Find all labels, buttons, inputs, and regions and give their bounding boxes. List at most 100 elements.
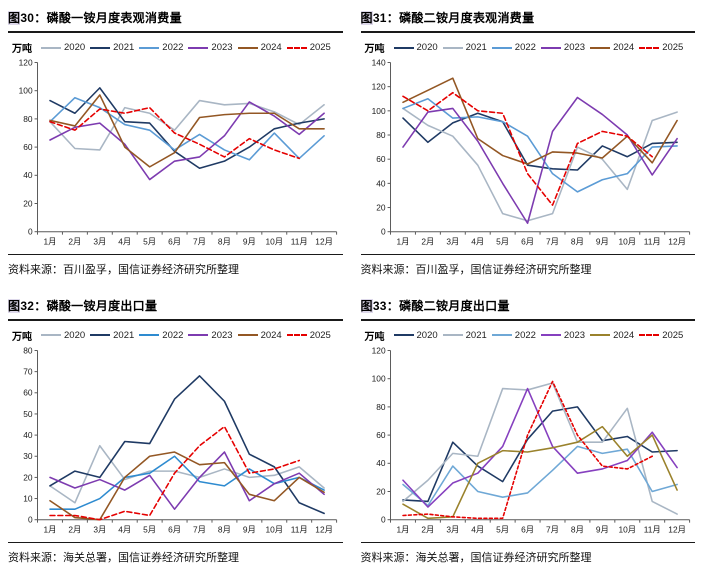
- legend-item-2025: 2025: [286, 42, 331, 53]
- legend-line-swatch: [188, 46, 209, 49]
- legend-line-swatch: [491, 334, 512, 336]
- legend-label: 2022: [514, 42, 536, 53]
- series-line-2024: [49, 94, 325, 168]
- fig-number: 30：: [20, 11, 47, 25]
- svg-text:30: 30: [23, 451, 33, 461]
- legend-label: 2021: [113, 42, 135, 53]
- legend-item-2022: 2022: [139, 42, 183, 53]
- svg-text:7月: 7月: [193, 236, 206, 246]
- svg-text:120: 120: [371, 82, 385, 92]
- legend-label: 2020: [64, 42, 86, 53]
- svg-text:9月: 9月: [243, 524, 256, 534]
- y-axis-unit-label: 万吨: [12, 331, 32, 343]
- legend-item-2021: 2021: [442, 42, 487, 53]
- chart-canvas: 0 20 40 60 80 100 120 1月 2月 3月 4月 5月 6月 7月 8月 9月 10月 11月 1…: [19, 57, 338, 246]
- legend-item-2022: 2022: [491, 329, 536, 341]
- chart-legend: 万吨 2020 2021 2022 2023 2024 2025: [365, 328, 696, 343]
- svg-text:9月: 9月: [595, 236, 608, 246]
- fig-number: 31：: [372, 11, 400, 25]
- legend-line-swatch: [188, 334, 209, 336]
- series-line-2021: [401, 107, 678, 222]
- y-axis-unit-label: 万吨: [364, 331, 385, 343]
- svg-text:60: 60: [376, 430, 386, 440]
- svg-text:50: 50: [23, 408, 33, 418]
- legend-item-2023: 2023: [540, 42, 585, 53]
- svg-text:8月: 8月: [218, 524, 231, 534]
- legend-line-swatch: [540, 334, 561, 336]
- legend-label: 2020: [416, 42, 438, 53]
- svg-text:2月: 2月: [421, 524, 434, 534]
- legend-label: 2021: [465, 329, 487, 341]
- series-line-2025: [49, 425, 300, 520]
- legend-label: 2020: [416, 329, 438, 341]
- chart-title: 图30：磷酸一铵月度表观消费量: [8, 6, 343, 33]
- panel-fig31: 图31：磷酸二铵月度表观消费量 万吨 2020 2021 2022 2023 2024 2…: [360, 6, 695, 280]
- legend-label: 2022: [514, 329, 536, 341]
- series-line-2021: [49, 87, 325, 170]
- svg-text:5月: 5月: [143, 236, 156, 246]
- y-axis-unit-label: 万吨: [12, 44, 32, 55]
- source-note: 资料来源：百川盈孚，国信证券经济研究所整理: [360, 254, 695, 277]
- svg-text:1月: 1月: [43, 236, 56, 246]
- chart-title: 图33：磷酸二铵月度出口量: [360, 294, 695, 321]
- svg-text:40: 40: [376, 178, 386, 188]
- svg-text:12月: 12月: [315, 236, 333, 246]
- legend-item-2023: 2023: [540, 330, 585, 341]
- svg-text:12月: 12月: [668, 524, 686, 534]
- svg-text:9月: 9月: [595, 524, 608, 534]
- series-line-2022: [401, 98, 678, 193]
- chart-canvas: 0 10 20 30 40 50 60 70 80 1月 2月 3月 4月 5月 6月 7月 8月 9月 10月 11…: [23, 345, 338, 534]
- legend-item-2024: 2024: [237, 330, 282, 341]
- svg-text:80: 80: [23, 345, 33, 355]
- svg-text:70: 70: [23, 366, 33, 376]
- chart-legend: 万吨 2020 2021 2022 2023 2024 2025: [12, 328, 343, 343]
- svg-text:120: 120: [371, 345, 385, 355]
- legend-line-swatch: [90, 46, 111, 49]
- legend-item-2024: 2024: [590, 42, 634, 53]
- series-line-2022: [401, 445, 678, 506]
- svg-text:11月: 11月: [643, 236, 660, 246]
- legend-label: 2024: [613, 42, 635, 53]
- legend-item-2020: 2020: [393, 42, 438, 53]
- legend-label: 2023: [211, 42, 233, 53]
- legend-item-2021: 2021: [442, 329, 487, 341]
- legend-label: 2023: [211, 329, 233, 341]
- svg-text:7月: 7月: [546, 236, 559, 246]
- legend-line-swatch: [393, 334, 414, 336]
- series-line-2020: [401, 112, 678, 171]
- series-line-2023: [49, 101, 325, 181]
- svg-text:3月: 3月: [446, 524, 459, 534]
- legend-item-2023: 2023: [188, 329, 233, 341]
- legend-item-2024: 2024: [237, 42, 282, 53]
- svg-text:5月: 5月: [143, 524, 156, 534]
- chart-canvas: 0 20 40 60 80 100 120 1月 2月 3月 4月 5月 6月 7月 8月 9月 10月 11月 1…: [371, 345, 690, 534]
- svg-text:3月: 3月: [93, 524, 106, 534]
- fig-char-highlight: 图: [360, 298, 373, 313]
- legend-line-swatch: [237, 334, 258, 336]
- svg-text:1月: 1月: [396, 524, 409, 534]
- legend-line-swatch: [90, 334, 111, 336]
- series-line-2023: [401, 387, 678, 508]
- series-line-2021: [401, 381, 678, 515]
- svg-text:2月: 2月: [68, 524, 81, 534]
- series-line-2023: [401, 96, 678, 225]
- svg-text:0: 0: [28, 514, 33, 524]
- svg-text:8月: 8月: [570, 236, 583, 246]
- legend-item-2025: 2025: [286, 330, 331, 341]
- svg-text:20: 20: [376, 486, 386, 496]
- svg-text:10月: 10月: [618, 236, 636, 246]
- legend-line-swatch: [491, 46, 512, 49]
- chart-title-text: 磷酸二铵月度表观消费量: [399, 11, 535, 25]
- legend-item-2023: 2023: [188, 42, 233, 53]
- svg-text:9月: 9月: [243, 236, 256, 246]
- svg-text:4月: 4月: [118, 236, 131, 246]
- svg-text:12月: 12月: [315, 524, 333, 534]
- chart-title: 图32：磷酸一铵月度出口量: [8, 294, 343, 321]
- legend-label: 2020: [64, 329, 86, 341]
- legend-line-swatch: [540, 46, 561, 49]
- svg-text:100: 100: [371, 373, 385, 383]
- legend-line-swatch: [41, 46, 61, 49]
- chart-legend: 万吨 2020 2021 2022 2023 2024 2025: [12, 40, 343, 55]
- svg-text:80: 80: [376, 401, 386, 411]
